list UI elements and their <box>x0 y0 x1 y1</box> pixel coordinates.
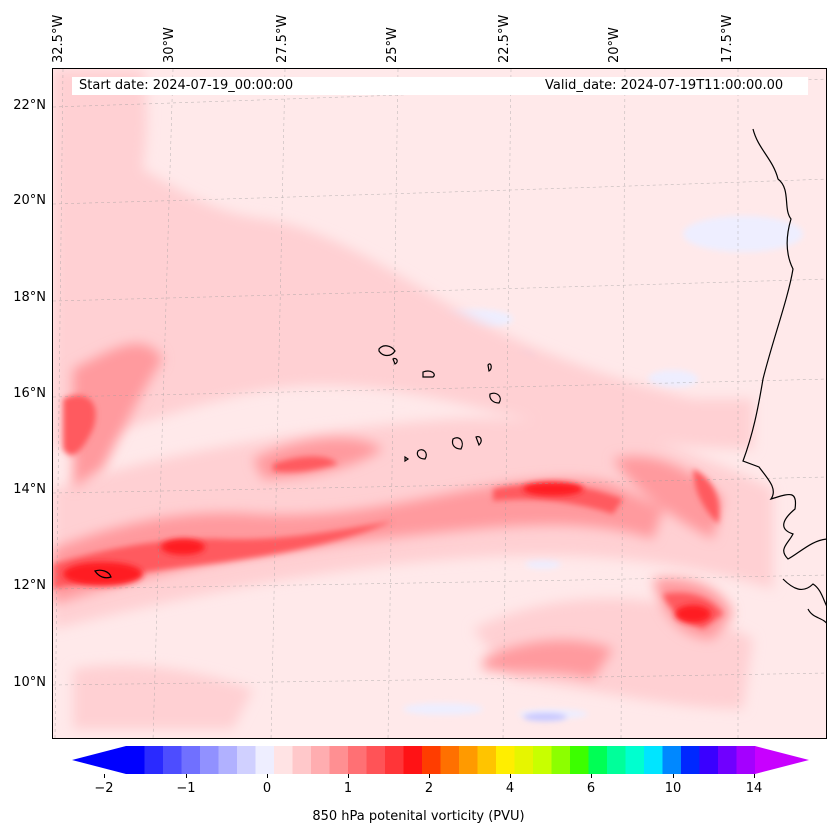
colorbar-cell <box>200 746 219 774</box>
colorbar-cell <box>329 746 349 774</box>
lat-label-20n: 20°N <box>13 193 46 208</box>
colorbar-cell <box>496 746 515 774</box>
colorbar-cell <box>699 746 719 774</box>
coastline <box>742 128 826 624</box>
colorbar-cell <box>348 746 367 774</box>
colorbar-label: 850 hPa potenital vorticity (PVU) <box>312 809 525 824</box>
colorbar-cell <box>477 746 497 774</box>
cb-tickmark-10 <box>673 774 674 778</box>
cb-tickmark-1 <box>348 774 349 778</box>
valid-date-text: Valid_date: 2024-07-19T11:00:00.00 <box>545 78 784 93</box>
colorbar-cell <box>625 746 645 774</box>
colorbar-cell <box>551 746 571 774</box>
lat-label-22n: 22°N <box>13 98 46 113</box>
cb-tickmark-neg1 <box>186 774 187 778</box>
colorbar-cell <box>533 746 552 774</box>
colorbar-cell <box>385 746 404 774</box>
lat-label-12n: 12°N <box>13 578 46 593</box>
cb-tickmark-4 <box>510 774 511 778</box>
cb-tick-label-neg2: −2 <box>94 781 114 796</box>
cb-tick-label-0: 0 <box>262 781 272 796</box>
colorbar-cell <box>662 746 682 774</box>
cb-tick-label-4: 4 <box>505 781 515 796</box>
colorbar-cell <box>718 746 737 774</box>
colorbar-cell <box>607 746 626 774</box>
map-panel[interactable] <box>52 68 827 739</box>
date-banner <box>72 77 808 95</box>
cb-tickmark-0 <box>267 774 268 778</box>
cb-tick-label-10: 10 <box>664 781 682 796</box>
colorbar-cell <box>514 746 534 774</box>
cb-tickmark-14 <box>754 774 755 778</box>
lon-label-30w: 30°W <box>162 27 177 63</box>
colorbar-under-arrow <box>72 746 126 774</box>
colorbar-cell <box>570 746 589 774</box>
cb-tick-label-14: 14 <box>745 781 763 796</box>
lon-label-20w: 20°W <box>607 27 622 63</box>
lat-label-10n: 10°N <box>13 675 46 690</box>
cb-tickmark-neg2 <box>104 774 105 778</box>
lon-label-32-5w: 32.5°W <box>51 14 66 63</box>
colorbar-cell <box>274 746 293 774</box>
lon-label-22-5w: 22.5°W <box>497 14 512 63</box>
pv-field-map <box>53 69 826 738</box>
lat-label-14n: 14°N <box>13 482 46 497</box>
islands <box>94 345 501 579</box>
lon-label-27-5w: 27.5°W <box>275 14 290 63</box>
colorbar-cell <box>736 746 756 774</box>
colorbar-cell <box>163 746 182 774</box>
cb-tick-label-6: 6 <box>586 781 596 796</box>
cb-tickmark-6 <box>591 774 592 778</box>
colorbar-cell <box>403 746 423 774</box>
lat-label-18n: 18°N <box>13 290 46 305</box>
lon-label-25w: 25°W <box>385 27 400 63</box>
colorbar-cell <box>255 746 275 774</box>
start-date-text: Start date: 2024-07-19_00:00:00 <box>79 78 294 93</box>
colorbar-cell <box>126 746 145 774</box>
colorbar-cell <box>292 746 312 774</box>
cb-tick-label-neg1: −1 <box>176 781 196 796</box>
colorbar-cell <box>181 746 201 774</box>
cb-tick-label-2: 2 <box>424 781 434 796</box>
colorbar-cell <box>588 746 608 774</box>
graticule <box>53 69 826 738</box>
colorbar-cell <box>237 746 256 774</box>
pv-contours <box>53 69 803 729</box>
colorbar-cell <box>681 746 700 774</box>
lon-label-17-5w: 17.5°W <box>720 14 735 63</box>
cb-tickmark-2 <box>429 774 430 778</box>
colorbar-cell <box>218 746 238 774</box>
cb-tick-label-1: 1 <box>343 781 353 796</box>
colorbar-cell <box>459 746 478 774</box>
colorbar-cell <box>440 746 460 774</box>
colorbar-cell <box>311 746 330 774</box>
colorbar <box>72 746 809 774</box>
colorbar-cell <box>366 746 386 774</box>
colorbar-cells <box>126 746 756 774</box>
colorbar-cell <box>644 746 663 774</box>
colorbar-over-arrow <box>755 746 809 774</box>
colorbar-cell <box>144 746 164 774</box>
colorbar-cell <box>422 746 441 774</box>
lat-label-16n: 16°N <box>13 386 46 401</box>
